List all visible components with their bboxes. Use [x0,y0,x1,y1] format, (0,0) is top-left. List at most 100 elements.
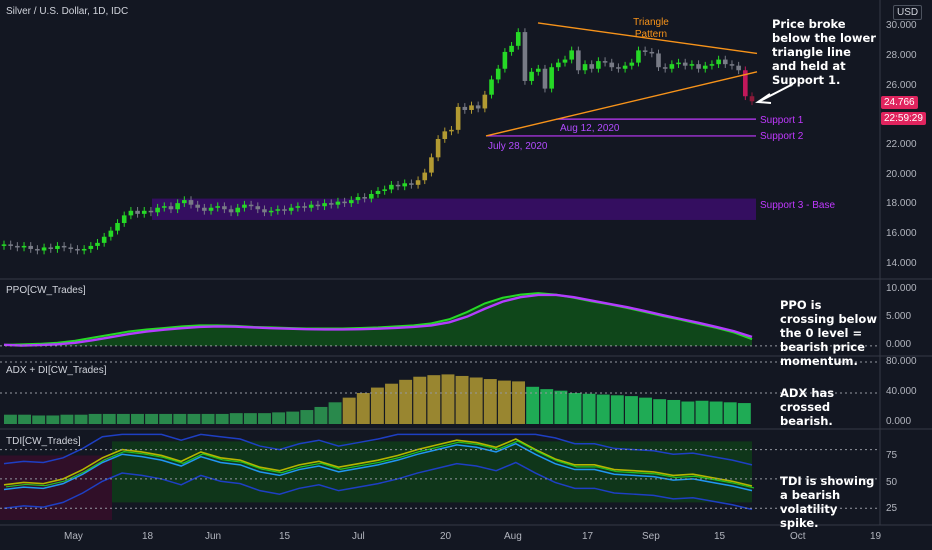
candle-body [529,71,534,81]
candle-body [248,204,254,207]
candle-body [502,51,508,69]
price-note: Price broke below the lower triangle lin… [772,17,876,87]
candle-body [602,61,608,63]
adx-bar [328,402,342,424]
last-price-badge: 24.766 [881,96,918,109]
adx-bar [681,401,695,424]
candle-body [522,32,528,81]
candle-body [335,201,341,205]
candle-body [35,248,40,251]
candle-body [489,79,494,95]
candle-body [616,67,621,69]
candle-body [348,200,354,204]
candle-body [55,245,60,249]
adx-bar [667,399,681,424]
adx-bar [229,413,243,424]
tdi-signal-line [3,438,753,487]
ppo-pane [0,292,880,347]
candle-body [115,223,120,231]
candle-body [569,50,574,60]
annotation-arrow [755,83,794,104]
adx-bar [88,413,102,424]
candle-body [8,244,13,246]
candle-body [375,190,381,194]
candle-body [582,64,588,71]
candle-body [402,183,408,187]
candle-body [41,247,47,251]
date-tick: Jul [352,531,365,542]
candle-body [749,96,755,102]
adx-note: ADX has crossed bearish. [780,386,835,428]
tdi-upper-band [3,433,753,466]
date-tick: 15 [279,531,291,542]
triangle-label: Triangle Pattern [633,17,669,40]
symbol-title: Silver / U.S. Dollar, 1D, IDC [6,6,129,17]
price-tick: 30.000 [886,20,917,31]
adx-bar [413,376,427,424]
candle-body [636,50,641,63]
candle-body [88,245,94,249]
candle-body [48,247,54,249]
adx-bar [74,414,88,424]
date-tick: 18 [142,531,154,542]
triangle-upper [537,22,758,55]
candle-body [302,206,307,208]
tdi-tick: 75 [886,450,898,461]
candle-body [515,32,521,46]
adx-bar [300,410,314,424]
candle-body [101,236,107,243]
candle-body [168,206,174,210]
candle-body [676,62,681,65]
adx-bar [723,402,737,424]
candle-body [121,215,127,224]
ppo-title: PPO[CW_Trades] [6,285,86,296]
candle-body [729,64,735,66]
candle-body [743,70,748,97]
date-tick: Jun [205,531,222,542]
candle-body [15,245,20,248]
adx-bar [554,390,568,424]
candle-body [202,207,207,211]
date-tick: May [64,531,83,542]
candle-body [95,242,100,246]
candle-body [469,105,474,110]
adx-bar [624,396,638,424]
candle-body [369,193,374,199]
adx-bar [540,389,554,424]
price-tick: 26.000 [886,80,917,91]
ppo-note: PPO is crossing below the 0 level = bear… [780,298,877,368]
adx-bar [187,413,201,424]
adx-bar [526,386,540,424]
aug-label: Aug 12, 2020 [560,123,620,134]
candle-body [275,209,281,211]
candle-body [21,245,27,248]
candle-body [228,209,234,213]
date-tick: 15 [714,531,726,542]
triangle-pattern [485,22,758,137]
candle-body [68,247,74,249]
candle-body [128,210,134,216]
adx-bar [145,413,159,424]
candle-body [656,53,661,68]
adx-bar [159,413,173,424]
candle-body [362,197,367,199]
date-tick: Sep [642,531,660,542]
candle-body [556,62,561,68]
ppo-signal [3,293,753,347]
candle-body [475,105,481,109]
candle-body [535,68,541,72]
candle-body [61,245,67,248]
candle-body [195,204,200,208]
candle-body [722,59,728,65]
price-tick: 16.000 [886,228,917,239]
currency-badge[interactable]: USD [893,5,923,20]
candle-body [308,204,314,208]
date-tick: 19 [870,531,882,542]
adx-tick: 0.000 [886,416,912,427]
adx-title: ADX + DI[CW_Trades] [6,365,107,376]
support-3-zone [152,198,756,220]
candle-body [161,206,167,208]
candle-body [108,230,114,237]
candle-body [148,210,154,213]
